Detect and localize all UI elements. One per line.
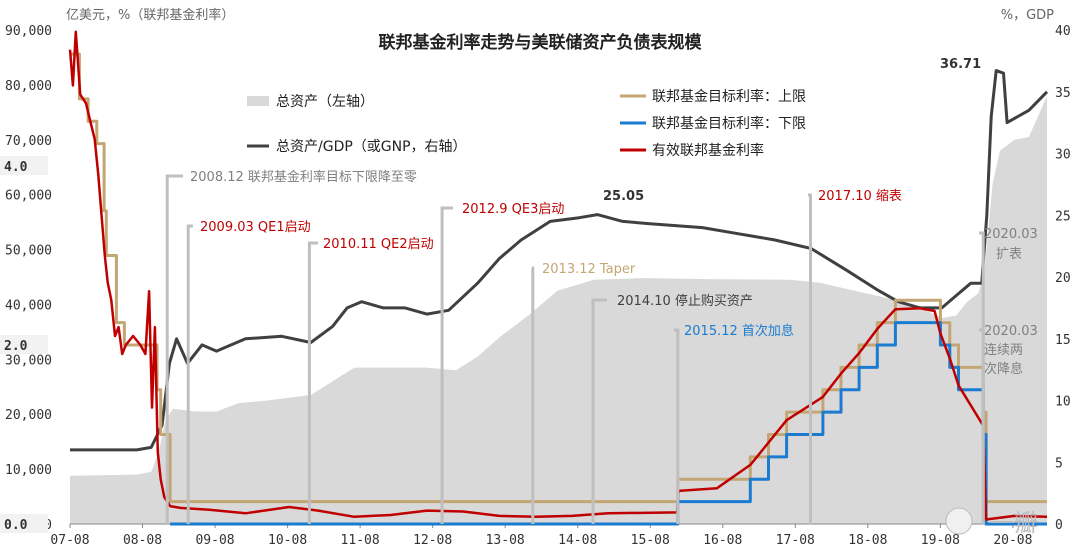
legend-ratio: 总资产/GDP（或GNP，右轴） <box>276 139 467 155</box>
x-tick-label: 20-08 <box>993 533 1032 548</box>
annotation-qe1: 2009.03 QE1启动 <box>200 220 311 235</box>
y-left-tick-label: 70,000 <box>5 134 52 149</box>
peak-label-2020: 36.71 <box>940 57 981 72</box>
watermark: 一瓣 <box>945 507 1038 537</box>
y-right-tick-label: 0 <box>1055 518 1063 533</box>
annotation-first-hike: 2015.12 首次加息 <box>684 323 794 339</box>
leader-qe3 <box>440 206 453 524</box>
annotation-stop-buying: 2014.10 停止购买资产 <box>617 293 753 309</box>
area-layer <box>70 95 1047 525</box>
y-left-tick-label: 60,000 <box>5 189 52 204</box>
x-tick-label: 11-08 <box>341 533 380 548</box>
leader-qt <box>808 193 812 524</box>
x-tick-label: 10-08 <box>268 533 307 548</box>
y-left-tick-label: 20,000 <box>5 408 52 423</box>
y-right-tick-label: 20 <box>1055 271 1071 286</box>
legend: 总资产（左轴） 总资产/GDP（或GNP，右轴） 联邦基金目标利率：上限 联邦基… <box>247 88 806 159</box>
x-tick-label: 17-08 <box>776 533 815 548</box>
leader-qe1 <box>186 224 193 524</box>
series-line-effective <box>68 30 1048 521</box>
leader-taper <box>531 266 535 524</box>
legend-effective: 有效联邦基金利率 <box>652 142 764 159</box>
x-tick-label: 07-08 <box>50 533 89 548</box>
y-right-tick-label: 5 <box>1055 456 1063 471</box>
annotation-expansion-date: 2020.03 <box>984 227 1038 242</box>
annotations: 2008.12 联邦基金利率目标下限降至零 2009.03 QE1启动 2010… <box>190 57 1038 377</box>
wechat-icon <box>945 507 973 535</box>
y-right-tick-label: 25 <box>1055 209 1071 224</box>
annotation-cut-date: 2020.03 <box>984 324 1038 339</box>
series-line-ratio <box>70 69 1049 452</box>
y-right-tick-label: 35 <box>1055 86 1071 101</box>
leader-2008-12 <box>165 174 183 524</box>
x-tick-label: 19-08 <box>921 533 960 548</box>
y-right-tick-label: 10 <box>1055 395 1071 410</box>
watermark-text: 一瓣 <box>990 509 1038 537</box>
chart-title: 联邦基金利率走势与美联储资产负债表规模 <box>379 32 703 53</box>
leader-hike <box>674 328 680 524</box>
legend-upper: 联邦基金目标利率：上限 <box>652 88 806 105</box>
left-axis-label: 亿美元，%（联邦基金利率） <box>66 7 234 23</box>
leader-stop <box>591 298 607 524</box>
x-tick-label: 15-08 <box>631 533 670 548</box>
y-left-tick-label: 30,000 <box>5 353 52 368</box>
annotation-2008-12: 2008.12 联邦基金利率目标下限降至零 <box>190 169 417 185</box>
annotation-qe2: 2010.11 QE2启动 <box>323 237 434 252</box>
peak-label-2014: 25.05 <box>603 189 644 204</box>
rate-tick-bg <box>0 514 48 533</box>
annotation-expansion-text: 扩表 <box>996 247 1022 262</box>
y-left-tick-label: 50,000 <box>5 244 52 259</box>
y-right-tick-label: 30 <box>1055 148 1071 163</box>
x-tick-label: 09-08 <box>195 533 234 548</box>
y-right-tick-label: 15 <box>1055 333 1071 348</box>
series-layer <box>68 30 1049 526</box>
annotation-cut-text-1: 连续两 <box>984 342 1023 358</box>
legend-assets: 总资产（左轴） <box>276 94 374 110</box>
rate-tick-bg <box>0 156 48 175</box>
series-line-upper <box>70 52 1047 504</box>
annotation-taper: 2013.12 Taper <box>542 262 636 277</box>
x-tick-label: 14-08 <box>558 533 597 548</box>
leader-cut <box>979 328 985 524</box>
y-left-tick-label: 0 <box>44 518 52 533</box>
rate-tick-label: 2.0 <box>4 339 28 354</box>
legend-swatch-assets <box>247 96 269 106</box>
axes-layer: 0 10,000 20,000 30,000 40,000 50,000 60,000 70,… <box>0 24 1071 548</box>
leader-qe2 <box>307 241 318 524</box>
y-left-tick-label: 90,000 <box>5 24 52 39</box>
rate-tick-label: 4.0 <box>4 160 28 175</box>
rate-tick-label: 0.0 <box>4 518 28 533</box>
annotation-cut-text-2: 次降息 <box>984 361 1023 377</box>
x-tick-label: 08-08 <box>123 533 162 548</box>
annotation-qe3: 2012.9 QE3启动 <box>462 202 564 217</box>
y-right-tick-label: 40 <box>1055 24 1071 39</box>
series-area-assets <box>70 95 1047 525</box>
x-tick-label: 12-08 <box>413 533 452 548</box>
x-tick-label: 16-08 <box>703 533 742 548</box>
x-tick-label: 13-08 <box>486 533 525 548</box>
x-tick-label: 18-08 <box>848 533 887 548</box>
y-left-tick-label: 80,000 <box>5 79 52 94</box>
right-axis-label: %，GDP <box>1001 8 1054 23</box>
annotation-qt: 2017.10 缩表 <box>818 188 902 204</box>
annotation-leaders <box>165 174 985 524</box>
y-left-tick-label: 40,000 <box>5 298 52 313</box>
legend-lower: 联邦基金目标利率：下限 <box>652 115 806 132</box>
y-left-tick-label: 10,000 <box>5 463 52 478</box>
rate-tick-bg <box>0 335 48 354</box>
